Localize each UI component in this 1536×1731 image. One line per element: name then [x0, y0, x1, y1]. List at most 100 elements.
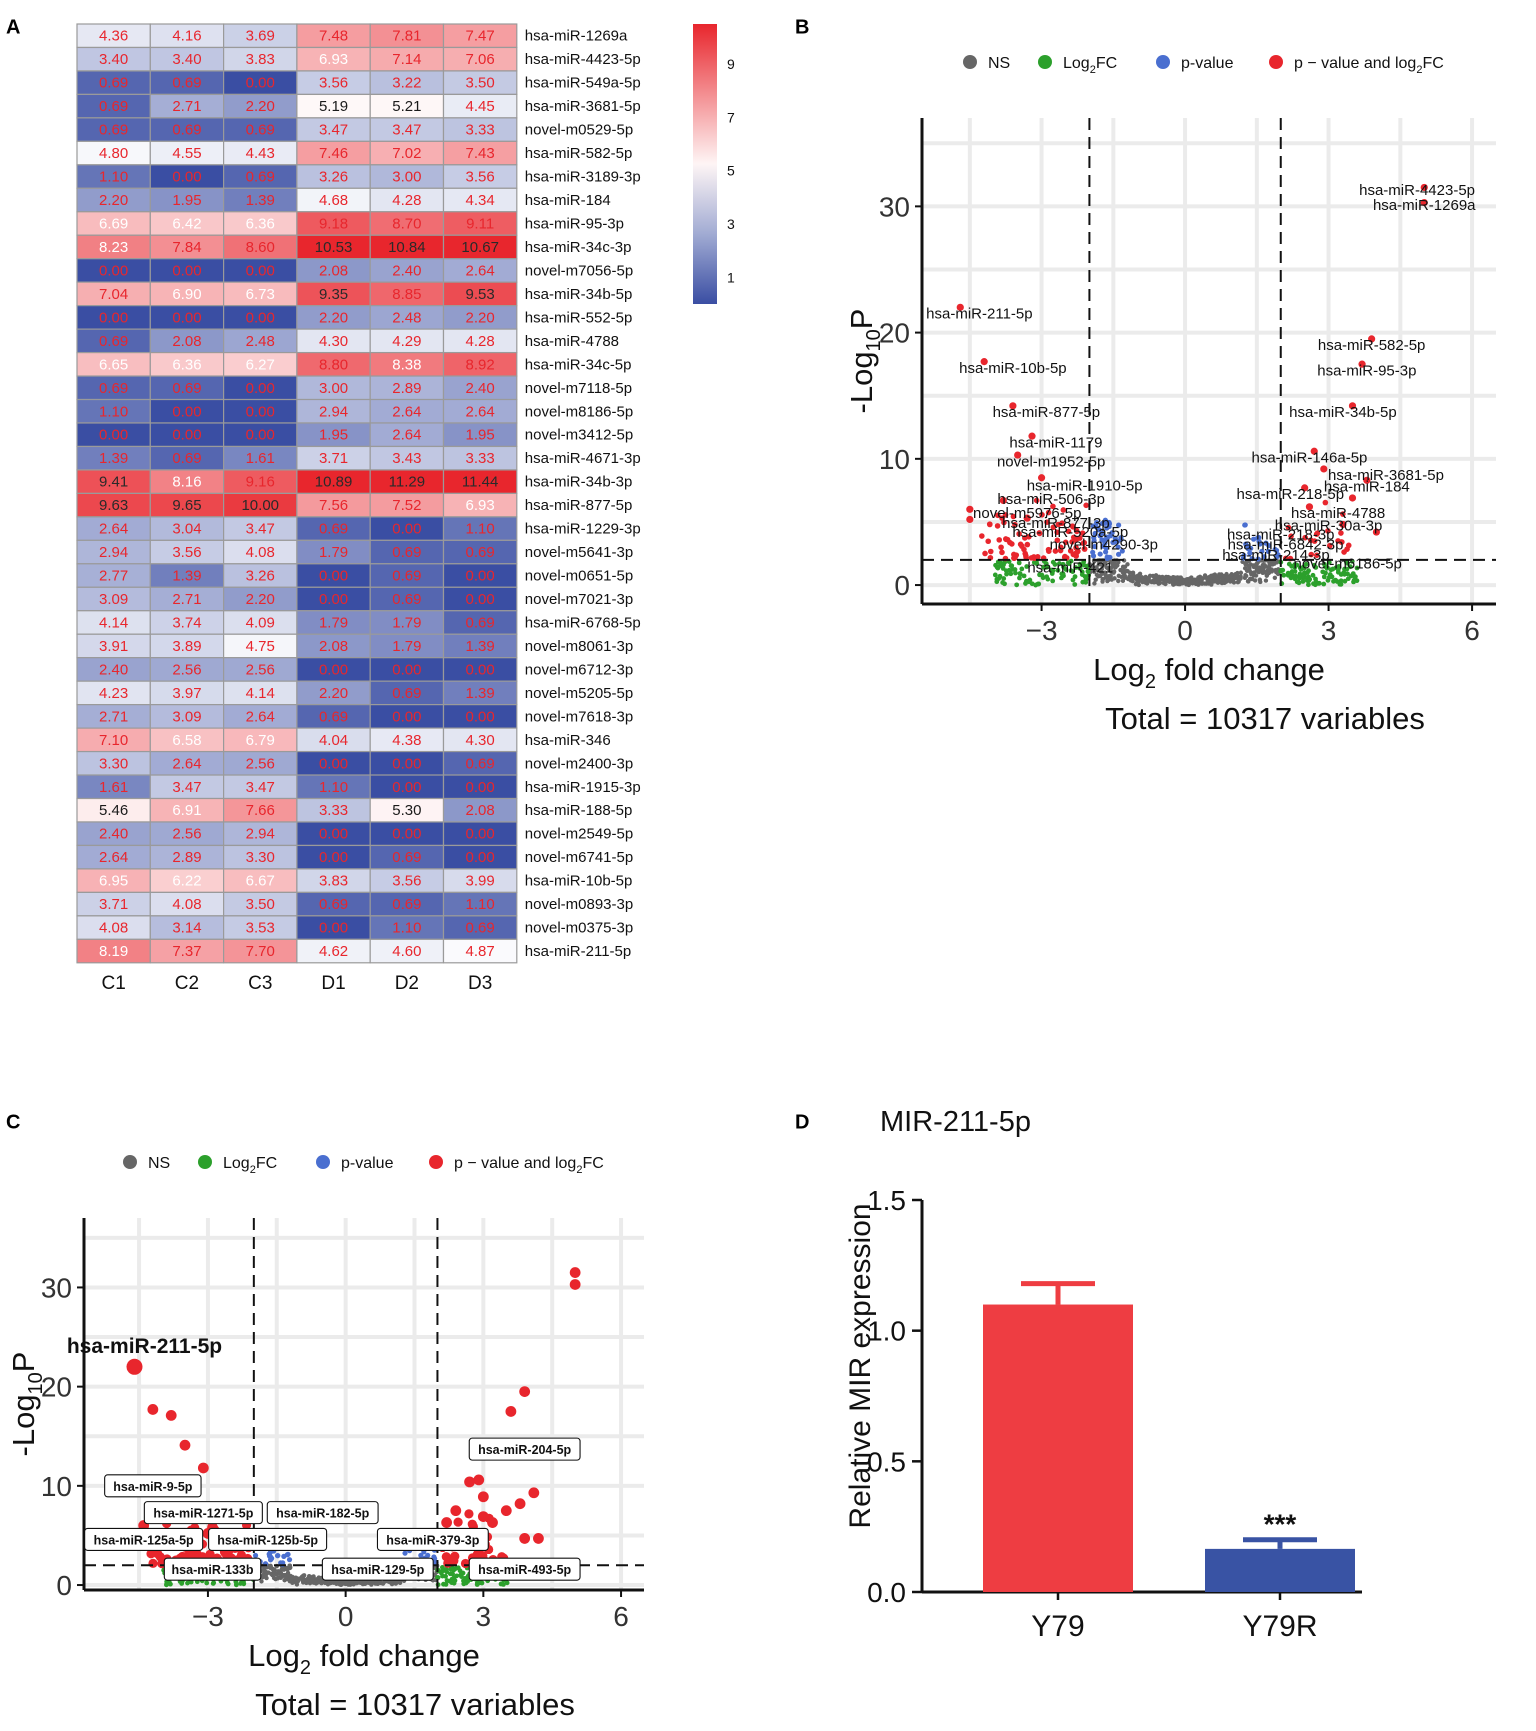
heatmap-value: 2.20 — [246, 591, 275, 608]
pvalue-point — [1263, 540, 1269, 546]
heatmap-value: 0.69 — [392, 685, 421, 702]
pvalue-point — [1242, 522, 1248, 528]
heatmap-value: 9.16 — [246, 474, 275, 491]
heatmap-value: 3.53 — [246, 920, 275, 937]
significant-point — [147, 1404, 159, 1415]
ns-point — [304, 1577, 310, 1582]
pvalue-point — [1115, 544, 1121, 550]
heatmap-value: 0.69 — [172, 450, 201, 467]
log2fc-point — [1080, 579, 1086, 585]
ns-point — [1146, 576, 1151, 581]
point-label: hsa-miR-125b-5p — [217, 1533, 318, 1547]
log2fc-point — [1294, 562, 1300, 568]
heatmap-column-label: D1 — [321, 973, 345, 994]
heatmap-value: 2.40 — [392, 262, 421, 279]
ns-point — [1236, 579, 1241, 584]
heatmap-value: 0.69 — [466, 544, 495, 561]
heatmap-value: 3.22 — [392, 75, 421, 92]
heatmap-value: 0.00 — [246, 75, 275, 92]
heatmap-value: 0.69 — [319, 708, 348, 725]
y-tick-label: 20 — [879, 318, 910, 349]
heatmap-value: 4.16 — [172, 28, 201, 45]
ns-point — [317, 1579, 323, 1584]
heatmap-value: 4.14 — [246, 685, 275, 702]
heatmap-row-label: hsa-miR-10b-5p — [525, 873, 633, 890]
significant-point — [1024, 541, 1031, 548]
ns-point — [1263, 564, 1269, 569]
heatmap-value: 1.61 — [246, 450, 275, 467]
y-tick-label: 1.0 — [867, 1316, 906, 1347]
heatmap-value: 0.00 — [466, 568, 495, 585]
heatmap-value: 3.33 — [466, 122, 495, 139]
heatmap-value: 5.46 — [99, 802, 128, 819]
bar — [1205, 1548, 1355, 1592]
log2fc-point — [1323, 570, 1328, 576]
heatmap-row-label: hsa-miR-3681-5p — [525, 98, 641, 115]
heatmap-row-label: hsa-miR-34c-5p — [525, 356, 632, 373]
heatmap-value: 2.64 — [392, 403, 421, 420]
heatmap-value: 10.84 — [388, 239, 426, 256]
ns-point — [1211, 579, 1217, 584]
legend-label: p-value — [1181, 55, 1234, 72]
heatmap-row-label: novel-m5205-5p — [525, 685, 633, 702]
heatmap-value: 0.00 — [246, 262, 275, 279]
heatmap-value: 2.94 — [319, 403, 348, 420]
significant-point — [966, 515, 974, 524]
x-tick-label: 0 — [338, 1601, 354, 1632]
heatmap-value: 0.69 — [246, 122, 275, 139]
ns-point — [1118, 567, 1123, 573]
significant-point — [1016, 531, 1022, 537]
significant-point — [1344, 546, 1350, 552]
heatmap-value: 0.00 — [392, 826, 421, 843]
significant-point — [1055, 521, 1062, 528]
ns-point — [304, 1580, 309, 1586]
log2fc-point — [504, 1580, 510, 1586]
significant-point — [1009, 402, 1017, 410]
significant-point — [165, 1410, 177, 1421]
ns-point — [1089, 563, 1095, 568]
heatmap-value: 2.64 — [246, 708, 275, 725]
log2fc-point — [1307, 576, 1313, 582]
significant-point — [1010, 513, 1017, 520]
pvalue-point — [286, 1557, 293, 1563]
heatmap-value: 3.40 — [172, 51, 201, 68]
log2fc-point — [1050, 568, 1056, 574]
heatmap-value: 0.69 — [99, 98, 128, 115]
heatmap-value: 2.64 — [99, 849, 128, 866]
heatmap-value: 4.80 — [99, 145, 128, 162]
heatmap-value: 0.69 — [99, 122, 128, 139]
ns-point — [1259, 558, 1265, 563]
heatmap-value: 2.94 — [246, 826, 275, 843]
significant-point — [205, 1549, 215, 1559]
heatmap-value: 3.47 — [172, 779, 201, 796]
heatmap-value: 2.94 — [99, 544, 128, 561]
heatmap-value: 0.00 — [319, 661, 348, 678]
heatmap-value: 6.27 — [246, 356, 275, 373]
legend-marker — [1038, 55, 1052, 69]
heatmap-value: 0.00 — [172, 427, 201, 444]
heatmap-row-label: novel-m2549-5p — [525, 826, 633, 843]
heatmap-value: 0.00 — [319, 920, 348, 937]
heatmap-value: 2.20 — [319, 685, 348, 702]
pvalue-point — [1097, 533, 1103, 539]
ns-point — [1120, 564, 1126, 570]
heatmap-value: 3.30 — [99, 755, 128, 772]
point-label: novel-m1952-5p — [997, 453, 1105, 470]
significant-point — [197, 1462, 209, 1474]
panel-c-volcano: −3 0 3 6 0 10 20 30 Log2 fold change -Log10P Total… — [6, 1155, 644, 1722]
ns-point — [1153, 573, 1159, 578]
heatmap-value: 0.69 — [392, 591, 421, 608]
significant-point — [1001, 519, 1007, 526]
heatmap-value: 1.79 — [319, 614, 348, 631]
heatmap-value: 1.95 — [319, 427, 348, 444]
log2fc-point — [443, 1573, 448, 1579]
significant-point — [1062, 539, 1069, 546]
heatmap-value: 0.00 — [319, 826, 348, 843]
significant-point — [1288, 533, 1294, 539]
log2fc-point — [435, 1575, 441, 1580]
x-axis-title: Log2 fold change — [248, 1638, 480, 1679]
ns-point — [1111, 570, 1116, 575]
significant-point — [519, 1533, 531, 1544]
heatmap-value: 0.00 — [172, 403, 201, 420]
significant-point — [1026, 534, 1032, 540]
